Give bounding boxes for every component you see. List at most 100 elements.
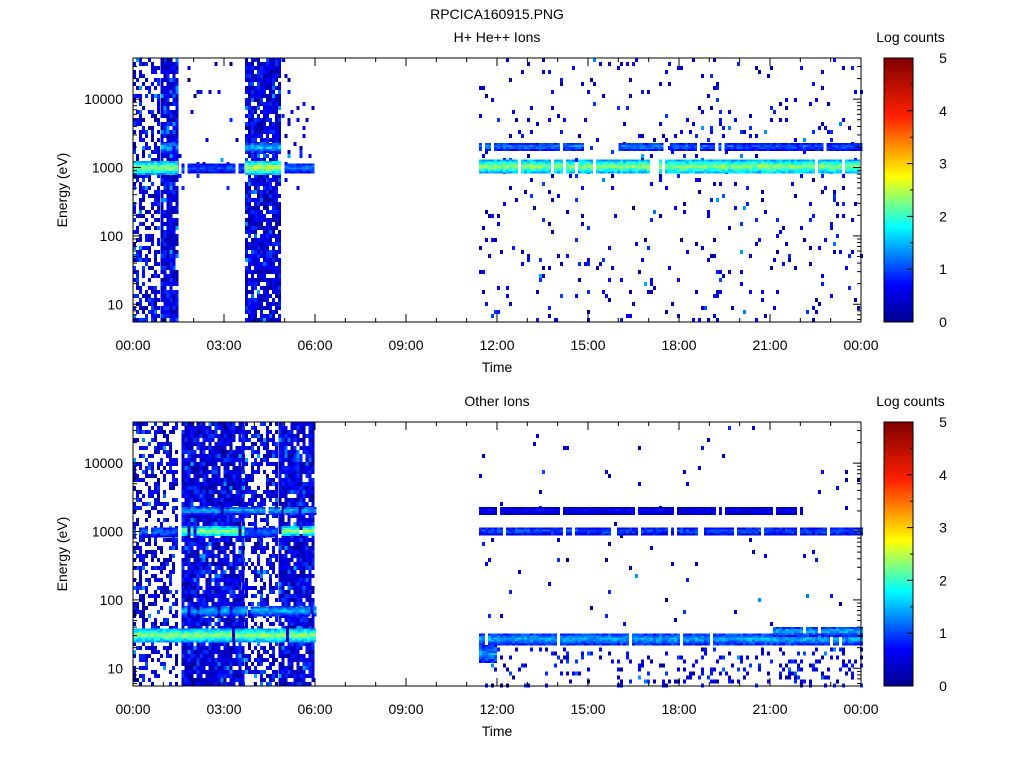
spectrogram-band-cell (796, 161, 800, 164)
spectrogram-band-cell (245, 172, 249, 175)
spectrogram-cell (169, 178, 173, 182)
spectrogram-band-cell (610, 169, 614, 172)
spectrogram-band-cell (508, 165, 512, 168)
spectrogram-cell (145, 78, 148, 82)
spectrogram-band-cell (595, 161, 599, 164)
spectrogram-cell (245, 158, 249, 162)
spectrogram-band-cell (757, 159, 761, 162)
spectrogram-cell (229, 522, 233, 526)
spectrogram-cell (145, 646, 148, 650)
spectrogram-band-cell (196, 169, 200, 172)
spectrogram-cell (163, 250, 167, 254)
spectrogram-cell (208, 566, 212, 570)
spectrogram-cell (232, 590, 236, 594)
spectrogram-cell (187, 614, 191, 618)
spectrogram-cell (196, 482, 200, 486)
spectrogram-cell (193, 658, 197, 662)
spectrogram-band-cell (154, 170, 157, 173)
spectrogram-cell (202, 550, 206, 554)
spectrogram-band-cell (796, 165, 800, 168)
spectrogram-cell (184, 582, 188, 586)
spectrogram-band-cell (199, 171, 203, 174)
spectrogram-cell (715, 290, 719, 294)
spectrogram-band-cell (790, 165, 794, 168)
spectrogram-band-cell (705, 144, 709, 147)
spectrogram-cell (196, 442, 200, 446)
spectrogram-cell (166, 462, 169, 466)
spectrogram-cell (266, 242, 270, 246)
spectrogram-band-cell (238, 165, 242, 168)
spectrogram-cell (269, 94, 273, 98)
spectrogram-band-cell (835, 169, 839, 172)
spectrogram-cell (793, 138, 797, 142)
spectrogram-cell (697, 190, 701, 194)
x-tick-label: 18:00 (661, 337, 696, 353)
spectrogram-band-cell (712, 171, 716, 174)
spectrogram-band-cell (639, 144, 643, 147)
spectrogram-band-cell (505, 165, 509, 168)
spectrogram-band-cell (673, 163, 677, 166)
spectrogram-cell (184, 594, 188, 598)
spectrogram-cell (248, 78, 252, 82)
spectrogram-cell (211, 550, 215, 554)
spectrogram-band-cell (721, 169, 725, 172)
spectrogram-band-cell (853, 165, 857, 168)
spectrogram-cell (484, 94, 488, 98)
spectrogram-cell (154, 218, 157, 222)
spectrogram-cell (217, 682, 221, 686)
spectrogram-cell (226, 186, 230, 190)
spectrogram-cell (160, 470, 163, 474)
spectrogram-band-cell (169, 148, 173, 151)
spectrogram-cell (208, 482, 212, 486)
spectrogram-cell (272, 106, 276, 110)
spectrogram-band-cell (808, 165, 812, 168)
spectrogram-cell (223, 438, 227, 442)
spectrogram-cell (223, 646, 227, 650)
spectrogram-cell (263, 178, 267, 182)
spectrogram-cell (175, 210, 179, 214)
spectrogram-cell (181, 454, 185, 458)
spectrogram-cell (229, 486, 233, 490)
spectrogram-cell (187, 550, 191, 554)
spectrogram-cell (190, 674, 194, 678)
spectrogram-cell (172, 114, 176, 118)
spectrogram-cell (266, 82, 270, 86)
spectrogram-cell (148, 90, 151, 94)
spectrogram-band-cell (136, 162, 139, 165)
spectrogram-cell (595, 138, 599, 142)
spectrogram-cell (154, 314, 157, 318)
spectrogram-cell (142, 62, 145, 66)
spectrogram-cell (727, 270, 731, 274)
spectrogram-band-cell (856, 163, 860, 166)
spectrogram-band-cell (553, 161, 557, 164)
spectrogram-cell (248, 94, 252, 98)
spectrogram-band-cell (278, 164, 282, 167)
spectrogram-band-cell (625, 167, 629, 170)
spectrogram-cell (272, 270, 276, 274)
spectrogram-cell (136, 602, 139, 606)
spectrogram-cell (139, 62, 142, 66)
spectrogram-cell (187, 566, 191, 570)
spectrogram-cell (163, 274, 167, 278)
spectrogram-band-cell (154, 162, 157, 165)
spectrogram-cell (202, 458, 206, 462)
spectrogram-band-cell (682, 165, 686, 168)
spectrogram-cell (187, 670, 191, 674)
spectrogram-band-cell (781, 146, 785, 149)
spectrogram-cell (257, 298, 261, 302)
spectrogram-cell (214, 542, 218, 546)
spectrogram-band-cell (838, 146, 842, 149)
spectrogram-cell (217, 434, 221, 438)
spectrogram-band-cell (496, 165, 500, 168)
x-tick-label: 15:00 (570, 337, 605, 353)
spectrogram-cell (251, 82, 255, 86)
spectrogram-cell (172, 266, 176, 270)
spectrogram-cell (278, 178, 282, 182)
spectrogram-cell (251, 294, 255, 298)
spectrogram-cell (133, 146, 136, 150)
spectrogram-band-cell (511, 167, 515, 170)
spectrogram-cell (160, 462, 163, 466)
spectrogram-cell (175, 70, 179, 74)
spectrogram-cell (226, 466, 230, 470)
spectrogram-cell (175, 482, 178, 486)
